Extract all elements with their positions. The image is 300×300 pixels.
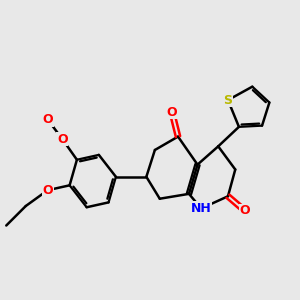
Text: O: O [240,204,250,218]
Text: S: S [224,94,232,106]
Text: NH: NH [191,202,212,215]
Text: O: O [57,133,68,146]
Text: O: O [42,113,53,126]
Text: O: O [42,184,53,197]
Text: O: O [167,106,177,119]
